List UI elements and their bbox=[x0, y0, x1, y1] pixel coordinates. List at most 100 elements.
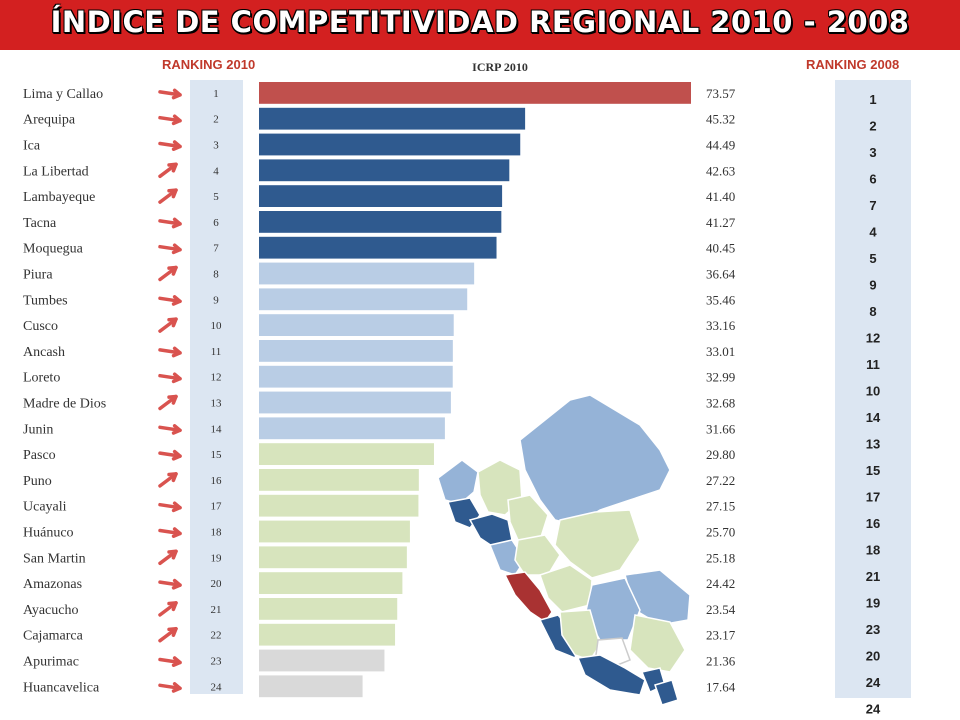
value-label: 41.40 bbox=[706, 189, 735, 204]
trend-arrow-icon bbox=[158, 243, 182, 255]
region-label: Ayacucho bbox=[23, 603, 78, 618]
bar bbox=[259, 211, 502, 233]
rank-2008: 20 bbox=[866, 649, 880, 664]
region-label: Lambayeque bbox=[23, 190, 95, 205]
rank-2008: 5 bbox=[869, 251, 876, 266]
trend-arrow-icon bbox=[158, 549, 178, 566]
rank-2010: 9 bbox=[213, 294, 219, 306]
region-label: Tacna bbox=[23, 216, 57, 231]
rank-2010: 7 bbox=[213, 243, 219, 255]
bar bbox=[259, 417, 445, 440]
rank-2010: 8 bbox=[213, 269, 219, 281]
ranking-2010-column bbox=[190, 80, 243, 694]
bar bbox=[259, 598, 398, 620]
bar bbox=[259, 623, 396, 646]
value-label: 33.01 bbox=[706, 344, 735, 359]
region-label: Huánuco bbox=[23, 526, 74, 541]
bar bbox=[259, 494, 419, 517]
rank-2010: 18 bbox=[211, 527, 223, 539]
region-label: Piura bbox=[23, 268, 53, 283]
trend-arrow-icon bbox=[158, 682, 182, 693]
trend-arrow-icon bbox=[158, 578, 182, 590]
value-label: 32.99 bbox=[706, 370, 735, 385]
value-label: 27.15 bbox=[706, 499, 735, 514]
region-label: Madre de Dios bbox=[23, 397, 106, 412]
value-label: 33.16 bbox=[706, 318, 736, 333]
rank-2008: 7 bbox=[869, 198, 876, 213]
trend-arrow-icon bbox=[158, 317, 178, 333]
bar bbox=[259, 185, 503, 207]
trend-arrow-icon bbox=[158, 472, 178, 488]
bar bbox=[259, 314, 454, 336]
region-label: Ancash bbox=[23, 345, 65, 360]
bar bbox=[259, 391, 451, 414]
region-label: Arequipa bbox=[23, 113, 76, 128]
region-label: Tumbes bbox=[23, 293, 68, 308]
trend-arrow-icon bbox=[158, 626, 178, 643]
region-label: Amazonas bbox=[23, 577, 82, 592]
rank-2010: 24 bbox=[211, 681, 223, 693]
region-label: Moquegua bbox=[23, 242, 84, 257]
rank-2010: 6 bbox=[213, 217, 219, 229]
trend-arrow-icon bbox=[158, 88, 182, 100]
bar bbox=[259, 649, 385, 672]
rank-2008: 15 bbox=[866, 463, 880, 478]
bar bbox=[259, 469, 419, 491]
rank-2010: 4 bbox=[213, 165, 219, 177]
trend-arrow-icon bbox=[158, 501, 182, 513]
value-label: 36.64 bbox=[706, 267, 736, 282]
trend-arrow-icon bbox=[158, 527, 182, 538]
rank-2008: 1 bbox=[869, 92, 876, 107]
value-label: 45.32 bbox=[706, 112, 735, 127]
trend-arrow-icon bbox=[158, 140, 182, 151]
rank-2008: 11 bbox=[866, 357, 880, 372]
rank-2008: 24 bbox=[866, 702, 881, 717]
value-label: 42.63 bbox=[706, 163, 735, 178]
rank-2008: 17 bbox=[866, 490, 880, 505]
rank-2008: 21 bbox=[866, 569, 880, 584]
trend-arrow-icon bbox=[158, 424, 182, 435]
map-region-ucayali bbox=[554, 509, 641, 579]
region-label: Lima y Callao bbox=[23, 87, 103, 102]
ranking-2008-column bbox=[835, 80, 911, 698]
trend-arrow-icon bbox=[158, 601, 178, 617]
ranking-2010-label: RANKING 2010 bbox=[162, 57, 256, 72]
rank-2010: 20 bbox=[211, 578, 223, 590]
region-label: Ica bbox=[23, 139, 41, 154]
region-label: San Martin bbox=[23, 551, 86, 566]
rank-2010: 21 bbox=[211, 604, 222, 616]
region-label: Apurimac bbox=[23, 655, 79, 670]
value-label: 44.49 bbox=[706, 138, 735, 153]
page-title: ÍNDICE DE COMPETITIVIDAD REGIONAL 2010 -… bbox=[50, 5, 910, 39]
peru-map bbox=[437, 394, 691, 706]
region-label: Ucayali bbox=[23, 500, 67, 515]
ranking-2008-label: RANKING 2008 bbox=[806, 57, 900, 72]
trend-arrow-icon bbox=[158, 449, 182, 461]
rank-2010: 10 bbox=[211, 320, 223, 332]
bar bbox=[259, 288, 468, 311]
rank-2010: 19 bbox=[211, 552, 223, 564]
rank-2010: 13 bbox=[211, 398, 223, 410]
trend-arrow-icon bbox=[158, 114, 182, 126]
trend-arrow-icon bbox=[158, 188, 178, 204]
rank-2008: 16 bbox=[866, 516, 880, 531]
value-label: 23.17 bbox=[706, 628, 736, 643]
rank-2008: 2 bbox=[869, 119, 876, 134]
trend-arrow-icon bbox=[158, 372, 182, 384]
map-region-puno bbox=[629, 614, 686, 673]
rank-2010: 23 bbox=[211, 656, 223, 668]
region-label: La Libertad bbox=[23, 164, 89, 179]
rank-2010: 15 bbox=[211, 449, 223, 461]
trend-arrow-icon bbox=[158, 162, 178, 179]
region-label: Cajamarca bbox=[23, 629, 84, 644]
value-label: 23.54 bbox=[706, 602, 736, 617]
value-label: 40.45 bbox=[706, 241, 735, 256]
bar bbox=[259, 520, 410, 543]
rank-2010: 22 bbox=[211, 630, 222, 642]
trend-arrow-icon bbox=[158, 346, 182, 358]
bar bbox=[259, 133, 521, 156]
rank-2008: 6 bbox=[869, 172, 876, 187]
value-label: 27.22 bbox=[706, 473, 735, 488]
value-label: 24.42 bbox=[706, 576, 735, 591]
